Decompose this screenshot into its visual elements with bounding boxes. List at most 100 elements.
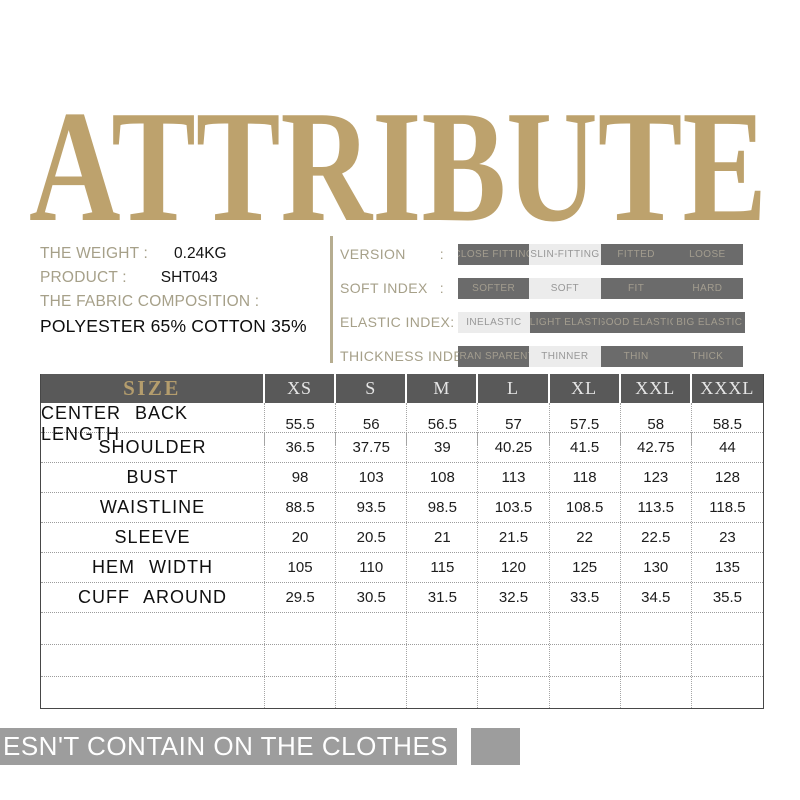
table-empty-row — [41, 645, 763, 677]
product-value: SHT043 — [160, 269, 218, 286]
size-value-cell: 32.5 — [478, 583, 550, 612]
empty-cell — [265, 613, 337, 644]
empty-cell — [407, 645, 479, 676]
index-label-wrap: THICKNESS INDEX: — [340, 348, 477, 364]
empty-cell — [621, 645, 692, 676]
size-value-cell: 56 — [336, 403, 408, 445]
index-bar-version: CLOSE FITTINGSLIN-FITTING FITTED LOOSE — [458, 243, 743, 265]
empty-cell — [407, 677, 479, 708]
row-label: CUFF AROUND — [41, 583, 265, 612]
page-title: ATTRIBUTE — [29, 102, 767, 230]
row-label: CENTER BACK LENGTH — [41, 403, 265, 445]
index-option-soft: SOFT — [529, 277, 601, 299]
size-value-cell: 29.5 — [265, 583, 337, 612]
size-value-cell: 103.5 — [478, 493, 550, 522]
size-value-cell: 35.5 — [712, 589, 743, 606]
index-option-thinner: THINNER — [529, 345, 601, 367]
table-row-center-back-length: CENTER BACK LENGTH 55.5 56 56.5 57 57.5 58 58.5 — [41, 403, 763, 445]
index-colon: : — [439, 246, 444, 262]
index-colon: : — [450, 314, 455, 330]
size-value-cell: 31.5 — [407, 583, 479, 612]
index-label-wrap: ELASTIC INDEX: — [340, 314, 458, 330]
index-option-slight-elastic: SLIGHT ELASTIC — [529, 316, 602, 328]
empty-cell — [478, 677, 550, 708]
size-value-cell: 20 — [265, 523, 337, 552]
index-option-softer: SOFTER — [472, 282, 516, 294]
fabric-value: POLYESTER 65% COTTON 35% — [40, 316, 307, 336]
index-colon: : — [439, 280, 444, 296]
empty-cell — [692, 645, 763, 676]
size-col-header-m: M — [407, 374, 479, 403]
footer-banner-fragment — [471, 728, 520, 765]
size-value-cell: 123 — [621, 463, 692, 492]
size-value-cell: 113.5 — [621, 493, 692, 522]
size-value-cell: 41.5 — [550, 433, 621, 462]
size-value-cell: 37.75 — [336, 433, 408, 462]
size-value-cell: 130 — [621, 553, 692, 582]
size-value-cell: 55.5 — [265, 403, 337, 445]
index-label: VERSION — [340, 246, 406, 262]
size-value-cell: 22.5 — [621, 523, 692, 552]
size-value-cell: 57.5 — [550, 403, 621, 445]
table-row-hem-width: HEM WIDTH 105 110 115 120 125 130 135 — [41, 553, 763, 583]
empty-cell — [621, 613, 692, 644]
table-empty-row — [41, 613, 763, 645]
empty-cell — [407, 613, 479, 644]
table-row-cuff-around: CUFF AROUND 29.5 30.5 31.5 32.5 33.5 34.5 35.5 — [41, 583, 763, 613]
index-bar-thickness-index: TRAN SPARENTTHINNER THIN THICK — [458, 345, 743, 367]
index-option-inelastic: INELASTIC — [458, 311, 530, 333]
size-value-cell: 118 — [550, 463, 621, 492]
index-option-fit: FIT — [628, 282, 645, 294]
size-header-cell: SIZE — [41, 374, 265, 403]
empty-cell — [336, 645, 408, 676]
table-row-sleeve: SLEEVE 20 20.5 21 21.5 22 22.5 23 — [41, 523, 763, 553]
row-label: HEM WIDTH — [41, 553, 265, 582]
table-empty-row — [41, 677, 763, 708]
size-value-cell: 118.5 — [709, 499, 746, 516]
index-option-thin: THIN — [623, 350, 649, 362]
index-row-version: VERSION: CLOSE FITTINGSLIN-FITTINGFITTEDL… — [340, 237, 743, 271]
index-option-hard: HARD — [692, 282, 723, 294]
fabric-value-line: POLYESTER 65% COTTON 35% — [40, 314, 330, 340]
product-info: THE WEIGHT : 0.24KG PRODUCT : SHT043 THE F… — [40, 242, 330, 340]
row-label: SLEEVE — [41, 523, 265, 552]
size-value-cell: 42.75 — [621, 433, 692, 462]
table-row-waistline: WAISTLINE 88.5 93.5 98.5 103.5 108.5 113.5 118.… — [41, 493, 763, 523]
index-label: SOFT INDEX — [340, 280, 428, 296]
product-line: PRODUCT : SHT043 — [40, 266, 330, 290]
index-row-soft-index: SOFT INDEX: SOFTER SOFT FIT HARD — [340, 271, 743, 305]
product-label: PRODUCT : — [40, 269, 127, 286]
size-value-cell: 108.5 — [550, 493, 621, 522]
size-table-header: SIZE XS S M L XL XXL XXXL — [41, 374, 763, 403]
empty-cell — [478, 645, 550, 676]
size-value-cell: 36.5 — [265, 433, 337, 462]
size-value-cell: 98.5 — [407, 493, 479, 522]
empty-cell — [478, 613, 550, 644]
size-value-cell: 40.25 — [478, 433, 550, 462]
size-value-cell: 57 — [478, 403, 550, 445]
fabric-label-line: THE FABRIC COMPOSITION : — [40, 290, 330, 314]
footer-banner: ESN'T CONTAIN ON THE CLOTHES — [0, 728, 457, 765]
table-row-shoulder: SHOULDER 36.5 37.75 39 40.25 41.5 42.75 44 — [41, 433, 763, 463]
footer-banner-text: ESN'T CONTAIN ON THE CLOTHES — [3, 731, 449, 761]
index-option-fitted: FITTED — [617, 248, 655, 260]
weight-line: THE WEIGHT : 0.24KG — [40, 242, 330, 266]
size-value-cell: 33.5 — [550, 583, 621, 612]
index-option-good-elastic: GOOD ELASTIC — [602, 316, 674, 328]
page-title-graphic: ATTRIBUTE — [29, 102, 767, 230]
size-value-cell: 125 — [550, 553, 621, 582]
size-col-header-s: S — [336, 374, 408, 403]
empty-cell — [41, 645, 265, 676]
size-value-cell: 21.5 — [478, 523, 550, 552]
size-col-header-l: L — [478, 374, 550, 403]
size-col-header-xxl: XXL — [621, 374, 692, 403]
size-value-cell: 34.5 — [621, 583, 692, 612]
table-row-bust: BUST 98 103 108 113 118 123 128 — [41, 463, 763, 493]
size-value-cell: 115 — [407, 553, 479, 582]
size-table: SIZE XS S M L XL XXL XXXL CENTER BACK LENGTH 55.… — [40, 374, 764, 709]
size-value-cell: 93.5 — [336, 493, 408, 522]
size-value-cell: 88.5 — [265, 493, 337, 522]
